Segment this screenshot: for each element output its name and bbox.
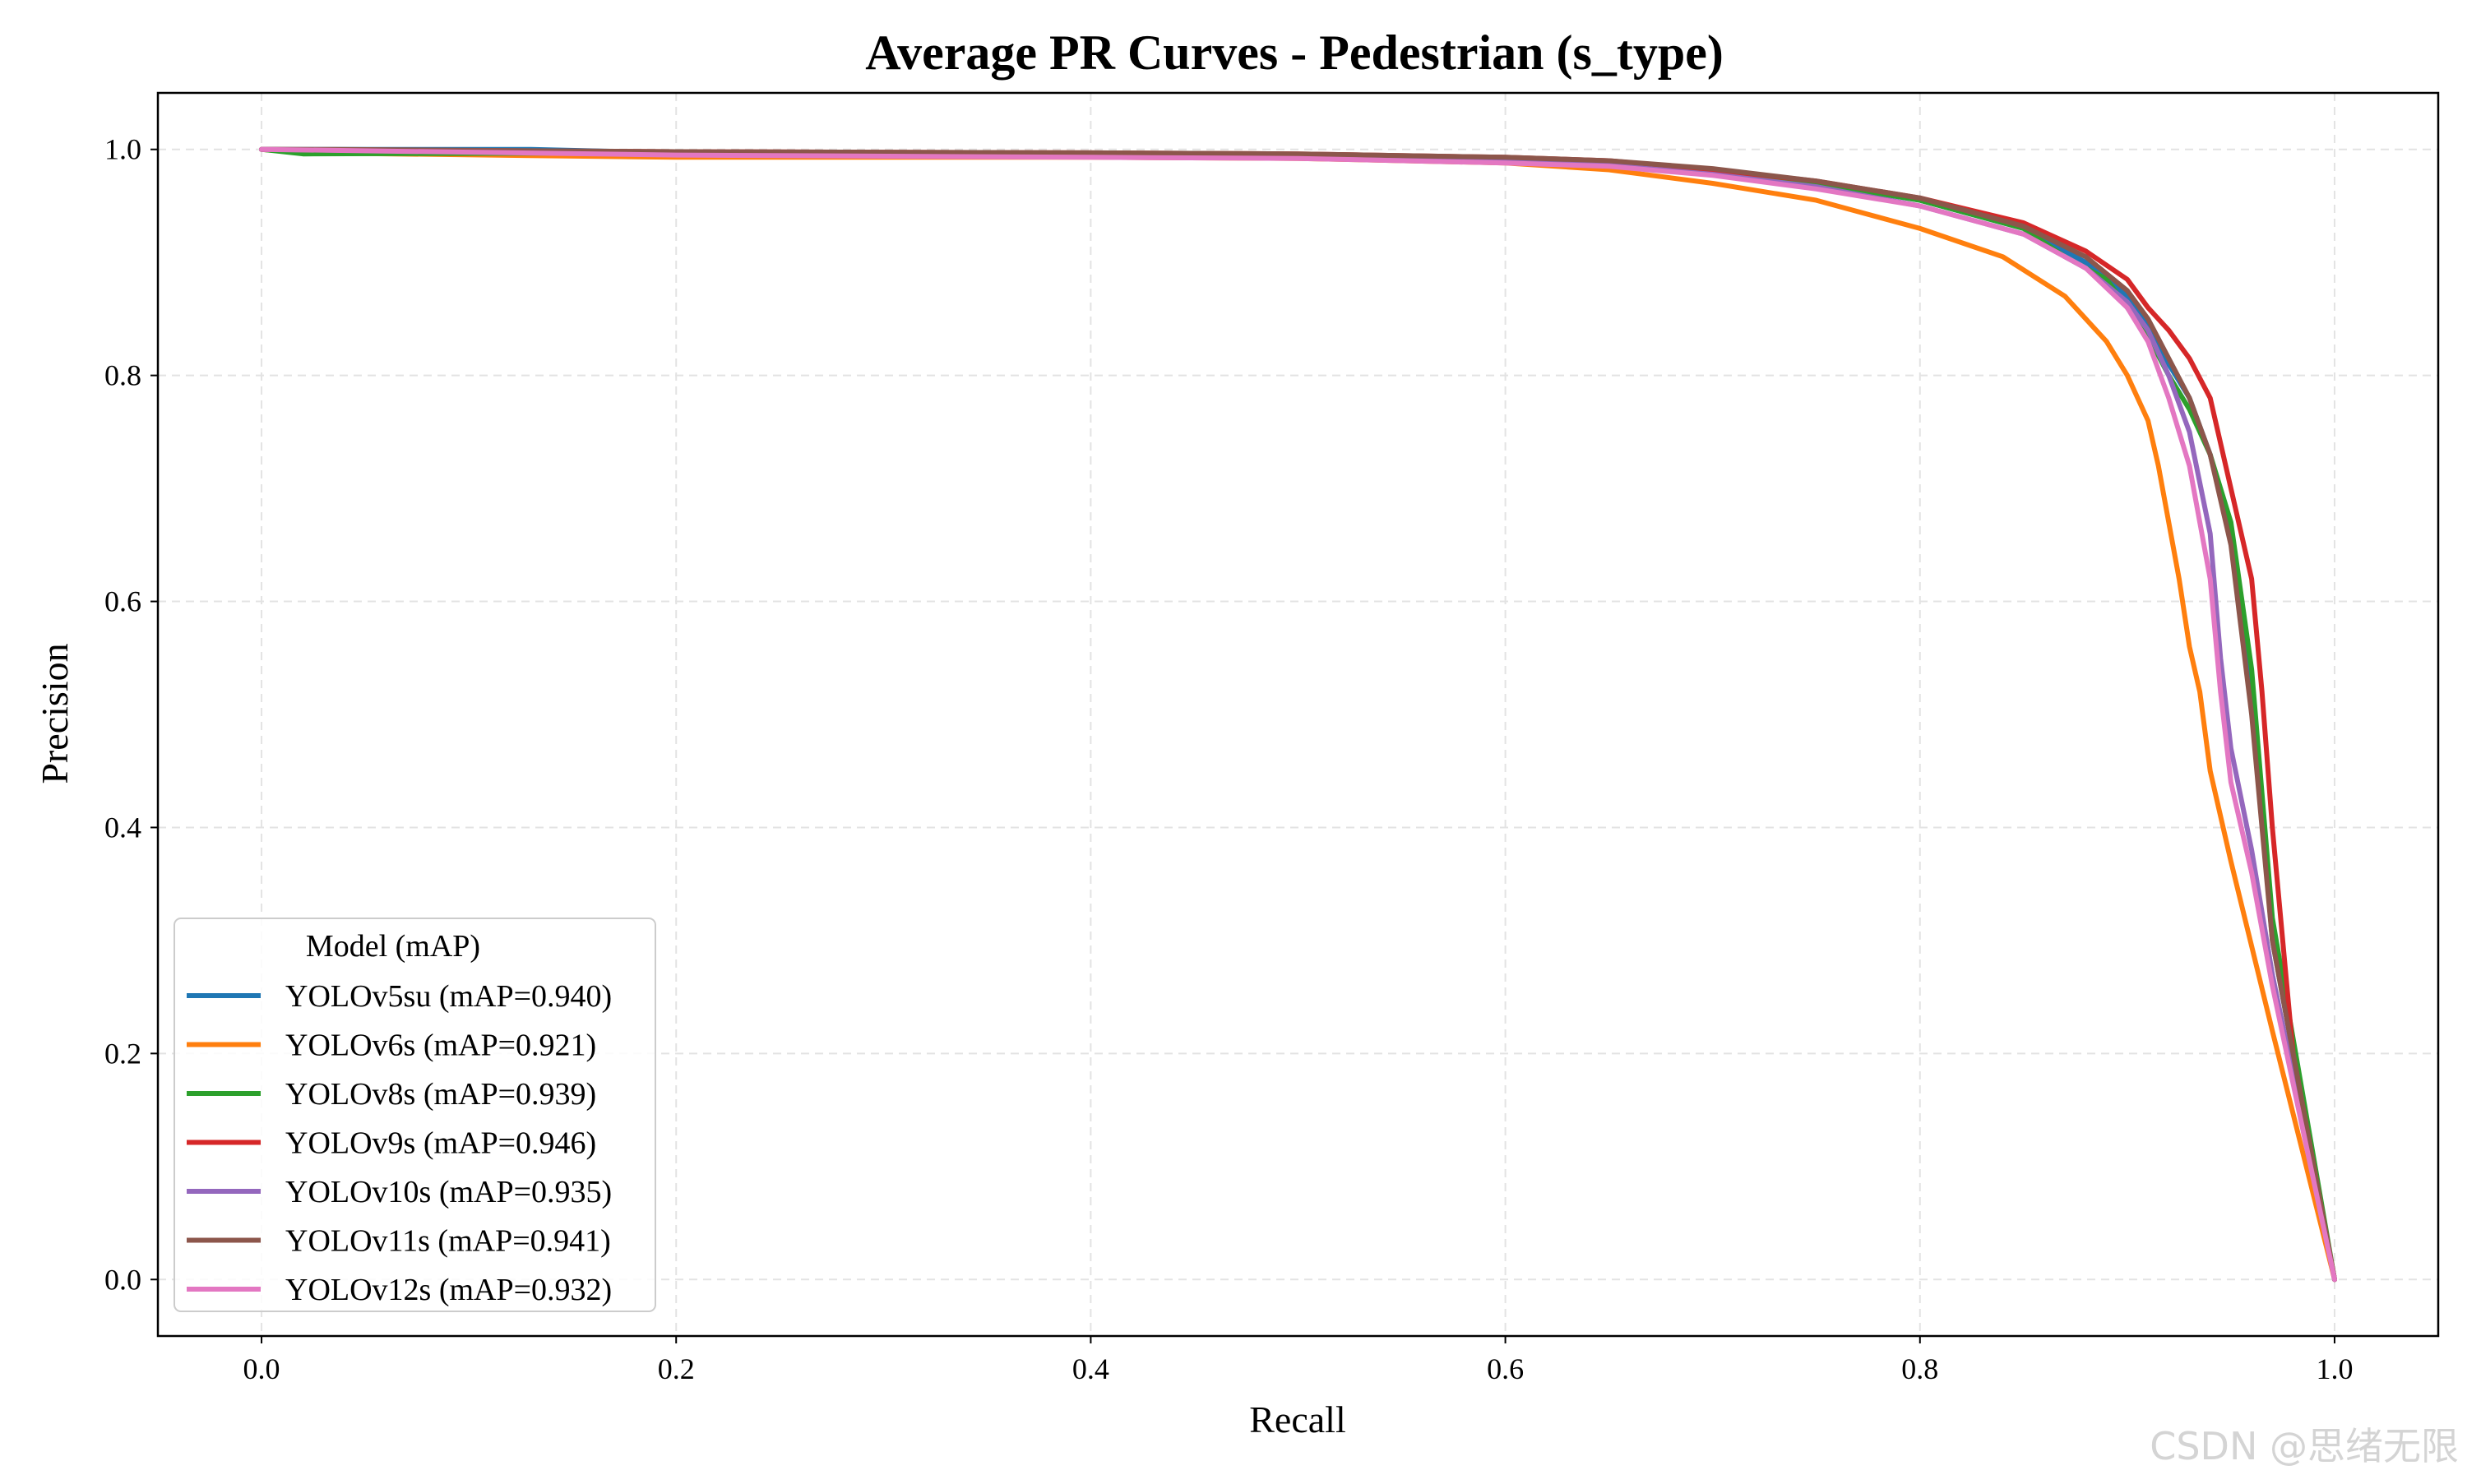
- plot-area-frame: [156, 91, 2440, 1338]
- legend-label-6: YOLOv12s (mAP=0.932): [285, 1273, 612, 1307]
- legend: Model (mAP) YOLOv5su (mAP=0.940) YOLOv6s …: [174, 918, 656, 1312]
- series-line-6: [259, 146, 2337, 1283]
- x-tick-label-4: 0.8: [1901, 1352, 1938, 1385]
- y-axis-label: Precision: [34, 643, 76, 784]
- y-tick-label-2: 0.4: [104, 811, 141, 844]
- legend-box: [174, 918, 656, 1312]
- y-tick-label-3: 0.6: [104, 585, 141, 618]
- y-tick-label-4: 0.8: [104, 359, 141, 392]
- x-axis-label: Recall: [1249, 1398, 1346, 1440]
- x-tick-label-1: 0.2: [658, 1352, 695, 1385]
- legend-label-2: YOLOv8s (mAP=0.939): [285, 1077, 596, 1112]
- legend-label-4: YOLOv10s (mAP=0.935): [285, 1175, 612, 1209]
- y-tick-label-5: 1.0: [104, 133, 141, 166]
- legend-entries: YOLOv5su (mAP=0.940) YOLOv6s (mAP=0.921) Y…: [187, 979, 612, 1307]
- grid: [158, 93, 2438, 1336]
- x-tick-label-2: 0.4: [1072, 1352, 1109, 1385]
- x-tick-label-5: 1.0: [2316, 1352, 2353, 1385]
- y-tick-label-1: 0.2: [104, 1037, 141, 1070]
- legend-label-0: YOLOv5su (mAP=0.940): [285, 979, 612, 1014]
- legend-label-3: YOLOv9s (mAP=0.946): [285, 1126, 596, 1161]
- x-tick-label-0: 0.0: [243, 1352, 280, 1385]
- axis-ticks: 0.0 0.2 0.4 0.6 0.8 1.0 0.0 0.2 0.4 0.6 0.8 1.0: [104, 133, 2353, 1385]
- series-line-5: [259, 146, 2337, 1283]
- x-tick-label-3: 0.6: [1487, 1352, 1524, 1385]
- series-lines: [259, 146, 2337, 1283]
- chart-title: Average PR Curves - Pedestrian (s_type): [865, 25, 1724, 80]
- watermark: CSDN @思绪无限: [2150, 1424, 2459, 1468]
- legend-label-1: YOLOv6s (mAP=0.921): [285, 1029, 596, 1063]
- legend-label-5: YOLOv11s (mAP=0.941): [285, 1224, 611, 1259]
- y-tick-label-0: 0.0: [104, 1263, 141, 1296]
- legend-title: Model (mAP): [306, 929, 480, 964]
